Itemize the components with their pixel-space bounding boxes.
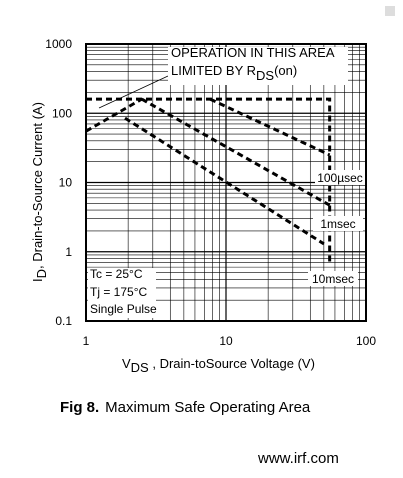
leader-line	[98, 75, 169, 109]
y-tick-label: 1	[65, 245, 72, 259]
curve-label-bg	[315, 170, 365, 185]
x-tick-label: 1	[83, 334, 90, 348]
condition: Tc = 25°C	[90, 267, 143, 281]
condition: Tj = 175°C	[90, 285, 147, 299]
annotation: OPERATION IN THIS AREA	[171, 45, 335, 60]
limit-line	[140, 97, 331, 207]
caption: Fig 8. Maximum Safe Operating Area	[60, 399, 311, 416]
limit-line	[85, 97, 143, 133]
annotation: LIMITED BY RDS(on)	[171, 63, 297, 83]
caption-label: Fig 8.	[60, 399, 99, 416]
footer: www.irf.com	[257, 450, 339, 467]
x-axis-label: VDS , Drain-toSource Voltage (V)	[122, 356, 315, 375]
x-tick-label: 10	[219, 334, 233, 348]
limit-line	[86, 97, 332, 265]
annotation-sub: DS	[256, 68, 274, 83]
condition: Single Pulse	[90, 302, 157, 316]
annotation: (on)	[274, 63, 297, 78]
corner-mark	[385, 6, 395, 16]
y-tick-label: 100	[52, 106, 72, 120]
y-tick-label: 10	[59, 176, 73, 190]
curve-label-bg	[313, 216, 363, 231]
conditions-bg	[88, 268, 156, 318]
x-axis-label-sub: DS	[131, 360, 149, 375]
y-axis-label: I	[30, 278, 45, 282]
limit-line	[209, 97, 331, 157]
x-axis-label: V	[122, 356, 131, 371]
annotation-bg	[168, 47, 348, 85]
y-axis-label-sub: D	[34, 269, 49, 278]
y-axis-label: ID, Drain-to-Source Current (A)	[30, 102, 49, 282]
curve-label: 10msec	[312, 272, 354, 286]
curve-label-bg	[308, 271, 358, 286]
y-tick-label: 1000	[45, 37, 72, 51]
lines	[85, 97, 332, 265]
caption-text: Maximum Safe Operating Area	[105, 399, 311, 416]
x-axis-label: , Drain-toSource Voltage (V)	[149, 356, 315, 371]
curve-label: 1msec	[320, 217, 355, 231]
curve-label: 100µsec	[317, 171, 363, 185]
annotation: LIMITED BY R	[171, 63, 256, 78]
x-tick-label: 100	[356, 334, 376, 348]
y-axis-label: , Drain-to-Source Current (A)	[30, 102, 45, 269]
plot-frame	[85, 43, 367, 322]
y-tick-label: 0.1	[55, 314, 72, 328]
